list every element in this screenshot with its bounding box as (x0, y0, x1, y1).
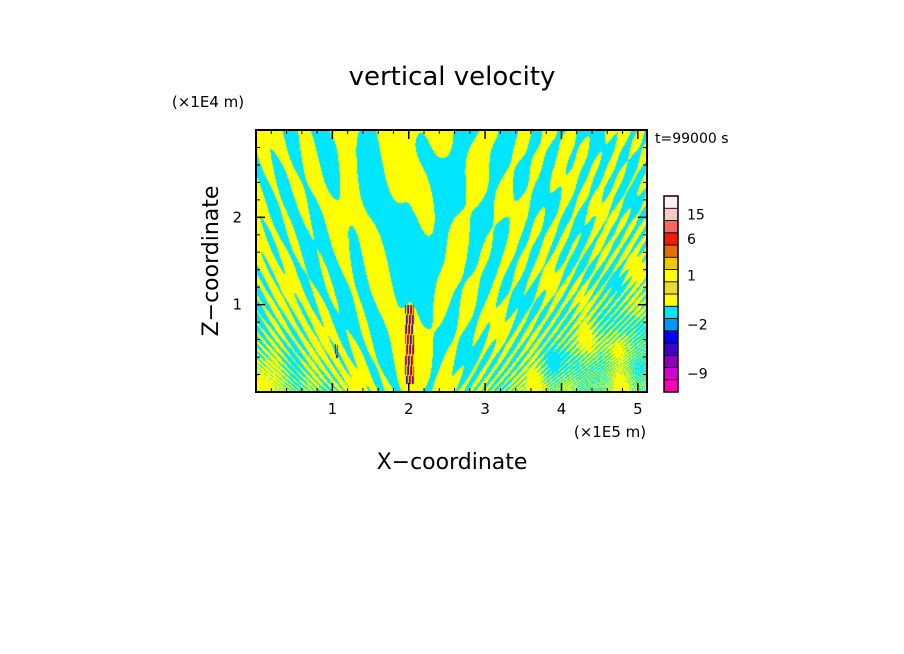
x-tick-label: 4 (557, 400, 567, 418)
colorbar-swatch (663, 354, 679, 368)
plot-frame (255, 129, 648, 393)
y-axis: 12 (232, 146, 647, 376)
plot-area (256, 130, 647, 392)
x-axis: 1 2 3 4 5 (270, 130, 643, 418)
colorbar-swatch (663, 318, 679, 332)
chart-title: vertical velocity (349, 62, 556, 92)
time-label: t=99000 s (655, 131, 729, 147)
colorbar-swatch (663, 379, 679, 393)
colorbar-tick-label: 6 (687, 232, 696, 248)
colorbar-frame (663, 195, 679, 393)
colorbar-swatch (663, 207, 679, 221)
y-axis-label: Z−coordinate (199, 186, 224, 337)
x-tick-label: 2 (404, 400, 414, 418)
x-tick-label: 3 (480, 400, 490, 418)
colorbar-tick-label: 15 (687, 207, 705, 223)
colorbar-tick-label: 1 (687, 269, 696, 285)
colorbar-swatch (663, 220, 679, 234)
colorbar-swatch (663, 269, 679, 283)
x-tick-label: 1 (328, 400, 338, 418)
colorbar-swatch (663, 232, 679, 246)
colorbar-swatch (663, 342, 679, 356)
colorbar-swatch (663, 305, 679, 319)
x-unit-label: (×1E5 m) (574, 423, 646, 441)
colorbar-tick-label: −9 (687, 367, 708, 383)
x-axis-label: X−coordinate (377, 450, 528, 475)
y-tick-label: 2 (232, 208, 242, 226)
colorbar-swatch (663, 293, 679, 307)
heatmap-field (256, 130, 647, 392)
colorbar-swatch (663, 330, 679, 344)
colorbar: 15 6 1 −2 −9 (663, 195, 708, 393)
y-unit-label: (×1E4 m) (172, 93, 244, 111)
colorbar-swatch (663, 367, 679, 381)
colorbar-swatch (663, 195, 679, 209)
colorbar-swatch (663, 281, 679, 295)
y-tick-label: 1 (232, 296, 242, 314)
colorbar-swatch (663, 256, 679, 270)
x-tick-label: 5 (633, 400, 643, 418)
colorbar-swatch (663, 244, 679, 258)
colorbar-tick-label: −2 (687, 318, 708, 334)
